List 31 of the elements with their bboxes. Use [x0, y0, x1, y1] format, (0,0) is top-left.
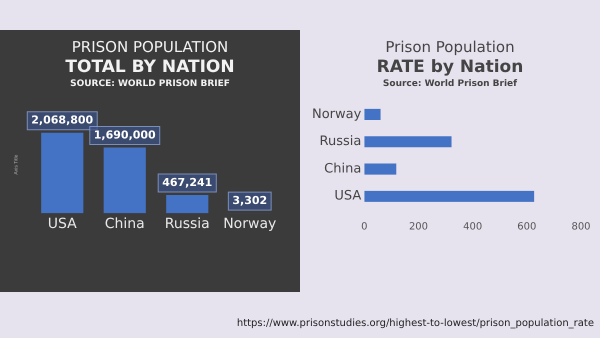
- x-tick-label: China: [104, 216, 145, 232]
- bar: [41, 132, 84, 214]
- x-tick-label: 400: [463, 222, 482, 233]
- x-tick-label: 800: [571, 222, 591, 233]
- bar: [364, 108, 381, 120]
- source-note: SOURCE: WORLD PRISON BRIEF: [69, 78, 231, 90]
- x-tick-label: Norway: [223, 216, 276, 232]
- bar: [166, 195, 208, 214]
- chart-title: Prison Population: [384, 38, 516, 56]
- data-label: 467,241: [162, 176, 212, 189]
- bar: [104, 147, 146, 214]
- bar: [364, 164, 396, 175]
- data-label: 3,302: [232, 194, 268, 207]
- text: https://www.prisonstudies.org/highest-to-lowest/prison_population_rate: [236, 318, 594, 329]
- chart-subtitle: TOTAL BY NATION: [64, 56, 236, 78]
- y-tick-label: China: [324, 161, 362, 176]
- data-label: 1,690,000: [94, 128, 156, 142]
- x-tick-label: 600: [517, 222, 536, 233]
- y-tick-label: Norway: [312, 106, 362, 122]
- x-tick-label: 0: [361, 222, 368, 233]
- x-tick-label: Russia: [164, 216, 210, 232]
- y-tick-label: USA: [334, 188, 362, 204]
- chart-subtitle: RATE by Nation: [376, 56, 524, 78]
- x-tick-label: USA: [48, 216, 78, 232]
- chart-title: PRISON POPULATION: [70, 38, 230, 56]
- data-label: 2,068,800: [31, 114, 94, 127]
- bar: [364, 190, 534, 202]
- source-note: Source: World Prison Brief: [382, 78, 518, 90]
- bar: [364, 136, 452, 148]
- x-tick-label: 200: [408, 222, 428, 233]
- y-tick-label: Russia: [320, 134, 362, 150]
